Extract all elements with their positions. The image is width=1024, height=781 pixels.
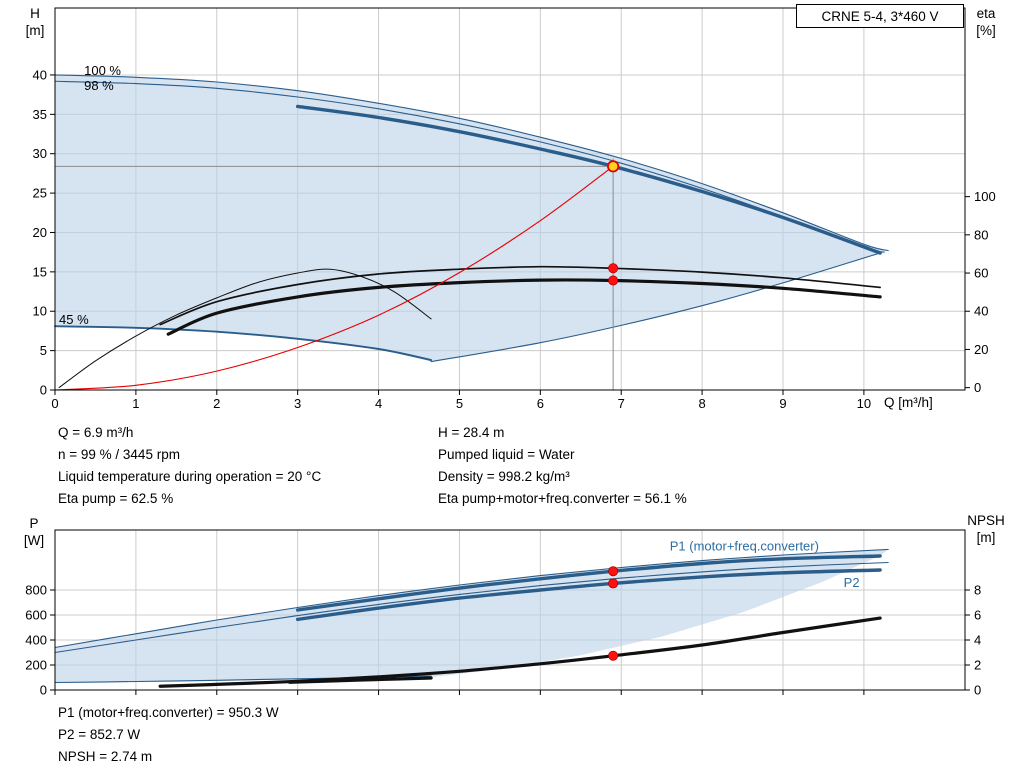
- operating-point-marker: [607, 160, 620, 173]
- right-tick-label: 0: [974, 683, 981, 698]
- info-line-p1: P1 (motor+freq.converter) = 950.3 W: [58, 705, 279, 720]
- right-tick-label: 2: [974, 658, 981, 673]
- system-curve: [54, 165, 614, 391]
- x-tick-label: 0: [51, 396, 58, 411]
- npsh-curve: [158, 616, 882, 688]
- npsh-axis-label: NPSH: [967, 513, 1005, 528]
- x-tick-label: 3: [294, 396, 301, 411]
- x-tick-label: 4: [375, 396, 382, 411]
- x-tick-label: 5: [456, 396, 463, 411]
- x-tick-label: 1: [132, 396, 139, 411]
- npsh-axis-unit: [m]: [976, 530, 996, 545]
- right-tick-label: 20: [974, 342, 988, 357]
- eta-axis-unit: [%]: [976, 23, 996, 38]
- left-tick-label: 10: [33, 304, 47, 319]
- left-tick-label: 0: [40, 683, 47, 698]
- info-line-speed: n = 99 % / 3445 rpm: [58, 447, 180, 462]
- right-tick-label: 80: [974, 227, 988, 242]
- duty-point-dot: [608, 578, 619, 589]
- eta-total-curve: [166, 278, 882, 336]
- hq-eta-chart: 0 1 2 3 4 5 6 7 8 9 100510152025303540020406080100…: [33, 7, 996, 411]
- h-axis-unit: [m]: [25, 23, 45, 38]
- right-tick-label: 0: [974, 380, 981, 395]
- eta-axis-title: eta [%]: [966, 5, 1006, 39]
- info-line-h: H = 28.4 m: [438, 425, 505, 440]
- operating-envelope: [55, 549, 889, 684]
- info-line-eta-pump: Eta pump = 62.5 %: [58, 491, 174, 506]
- h-axis-label: H: [30, 6, 40, 21]
- x-tick-label: 7: [618, 396, 625, 411]
- curve-label: P2: [844, 575, 860, 590]
- p-axis-unit: [W]: [23, 533, 45, 548]
- x-tick-label: 9: [779, 396, 786, 411]
- right-tick-label: 40: [974, 304, 988, 319]
- operating-envelope: [55, 74, 889, 362]
- info-line-p2: P2 = 852.7 W: [58, 727, 141, 742]
- pump-model-title-box: CRNE 5-4, 3*460 V: [796, 4, 964, 28]
- right-tick-label: 4: [974, 633, 981, 648]
- p1-duty-curve: [295, 554, 882, 612]
- power-info: P1 (motor+freq.converter) = 950.3 W P2 =…: [58, 702, 279, 768]
- curve-label: P1 (motor+freq.converter): [670, 538, 819, 553]
- left-tick-label: 35: [33, 107, 47, 122]
- left-tick-label: 40: [33, 67, 47, 82]
- chart-frame: [54, 529, 966, 691]
- x-tick-label: 6: [537, 396, 544, 411]
- x-tick-label: 2: [213, 396, 220, 411]
- duty-point-dot: [608, 263, 619, 274]
- duty-point-dot: [608, 275, 619, 286]
- right-tick-label: 8: [974, 583, 981, 598]
- left-tick-label: 20: [33, 225, 47, 240]
- info-line-temperature: Liquid temperature during operation = 20…: [58, 469, 322, 484]
- curve-label: 100 %: [84, 63, 121, 78]
- p-axis-label: P: [29, 516, 39, 531]
- p2-duty-curve: [295, 568, 882, 622]
- x-tick-label: 10: [857, 396, 871, 411]
- right-tick-label: 100: [974, 189, 996, 204]
- duty-point-dot: [608, 566, 619, 577]
- left-tick-label: 25: [33, 186, 47, 201]
- info-line-liquid: Pumped liquid = Water: [438, 447, 575, 462]
- right-tick-label: 6: [974, 608, 981, 623]
- p2-max-speed-curve: [54, 561, 889, 654]
- info-line-density: Density = 998.2 kg/m³: [438, 469, 570, 484]
- left-tick-label: 400: [25, 633, 47, 648]
- eta-pump-45-curve: [58, 268, 432, 389]
- eta-pump-curve: [159, 265, 881, 326]
- left-tick-label: 0: [40, 383, 47, 398]
- duty-speed-curve: [295, 104, 882, 255]
- duty-point-dot: [608, 650, 619, 661]
- h-axis-title: H [m]: [16, 5, 54, 39]
- left-tick-label: 800: [25, 583, 47, 598]
- p1-max-speed-curve: [54, 548, 889, 649]
- info-line-q: Q = 6.9 m³/h: [58, 425, 134, 440]
- left-tick-label: 15: [33, 264, 47, 279]
- speed-100-curve: [54, 74, 889, 252]
- q-axis-title: Q [m³/h]: [884, 395, 933, 410]
- pump-model-label: CRNE 5-4, 3*460 V: [821, 8, 939, 24]
- info-line-eta-total: Eta pump+motor+freq.converter = 56.1 %: [438, 491, 687, 506]
- left-tick-label: 30: [33, 146, 47, 161]
- left-tick-label: 5: [40, 343, 47, 358]
- left-tick-label: 200: [25, 658, 47, 673]
- info-line-npsh: NPSH = 2.74 m: [58, 749, 153, 764]
- speed-45-curve: [54, 325, 433, 362]
- eta-axis-label: eta: [976, 6, 996, 21]
- p-axis-title: P [W]: [16, 515, 52, 549]
- power-npsh-chart: 0 200 400 600 800 0 2 4 6 8 P1 (motor+freq.convert…: [25, 529, 981, 698]
- curve-label: 45 %: [59, 312, 89, 327]
- duty-info-right: H = 28.4 m Pumped liquid = Water Density…: [438, 422, 687, 510]
- chart-frame: [54, 7, 966, 391]
- duty-info-left: Q = 6.9 m³/h n = 99 % / 3445 rpm Liquid …: [58, 422, 321, 510]
- curve-label: 98 %: [84, 78, 114, 93]
- x-tick-label: 8: [698, 396, 705, 411]
- right-tick-label: 60: [974, 266, 988, 281]
- npsh-axis-title: NPSH [m]: [960, 512, 1012, 546]
- left-tick-label: 600: [25, 608, 47, 623]
